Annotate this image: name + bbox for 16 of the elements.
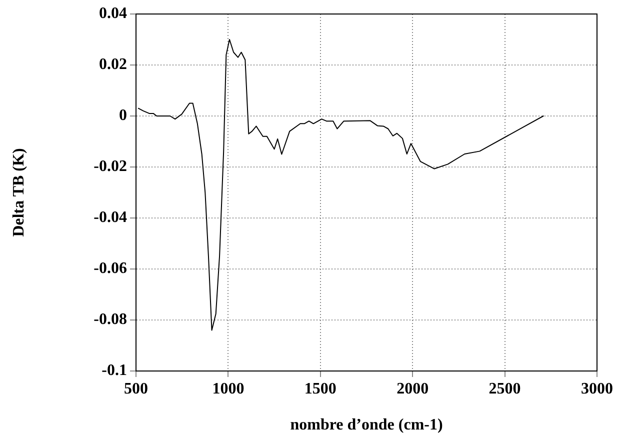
x-tick-label: 2500 [488, 380, 521, 398]
y-tick-label: 0.04 [99, 5, 127, 22]
y-tick-label: -0.04 [94, 209, 127, 226]
y-tick-label: -0.06 [94, 260, 127, 278]
y-tick-label: 0.02 [99, 56, 127, 74]
y-tick-label: -0.08 [94, 311, 127, 328]
y-tick-label: 0 [119, 107, 127, 124]
x-tick-label: 500 [124, 380, 148, 398]
x-axis-title: nombre d’onde (cm-1) [290, 416, 443, 434]
y-axis-title: Delta TB (K) [10, 148, 28, 237]
x-tick-label: 3000 [581, 380, 613, 398]
y-tick-label: -0.1 [102, 362, 127, 380]
x-tick-label: 2000 [396, 380, 429, 398]
x-tick-label: 1500 [304, 380, 336, 398]
y-tick-label: -0.02 [94, 158, 127, 176]
x-tick-label: 1000 [212, 380, 244, 398]
